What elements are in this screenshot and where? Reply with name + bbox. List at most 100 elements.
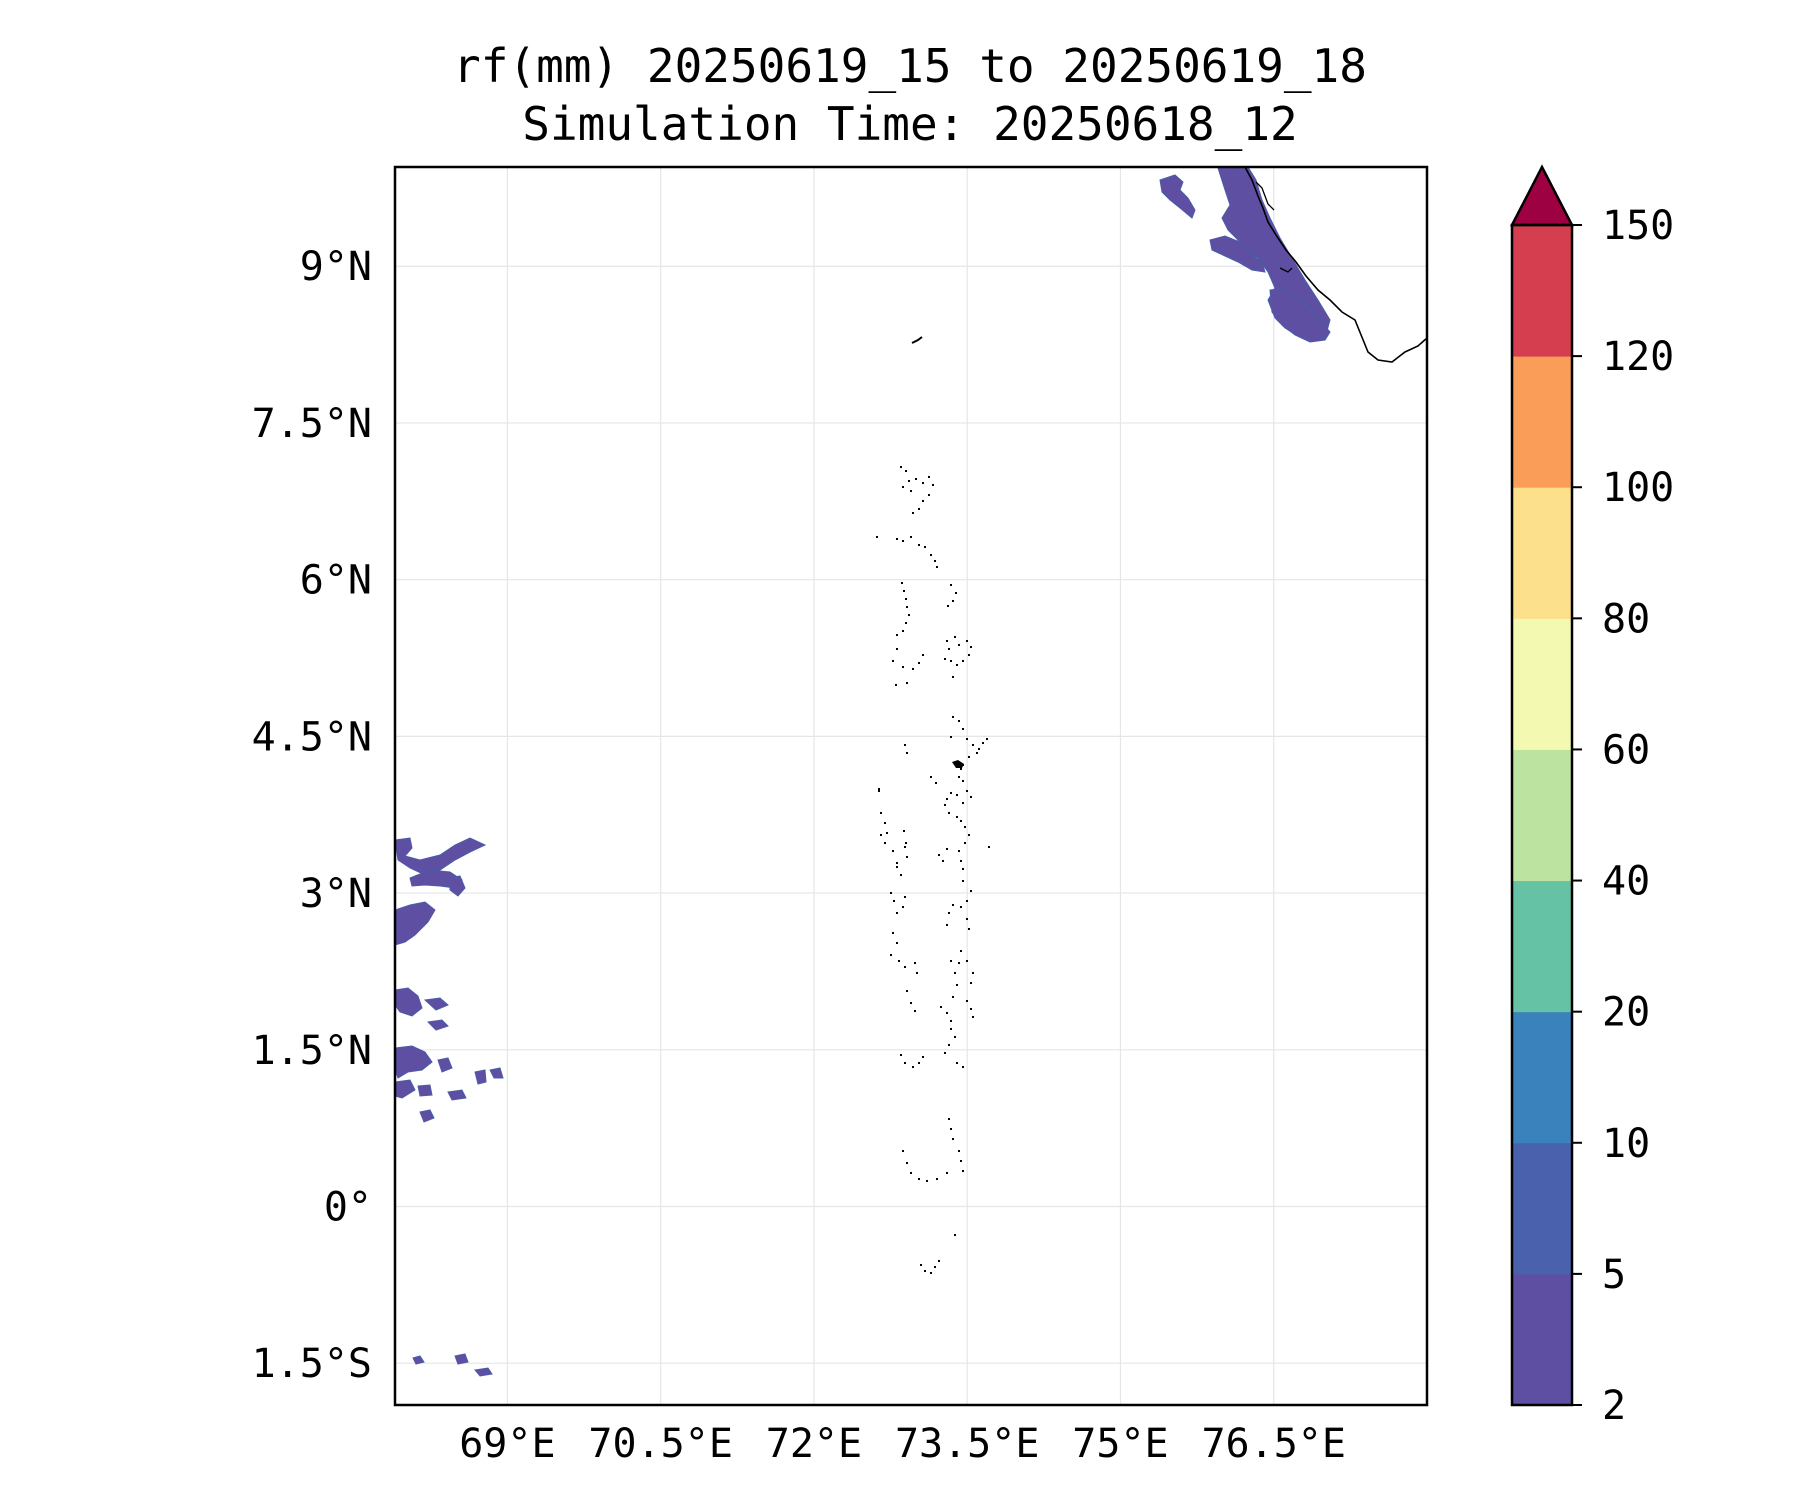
atoll-dot (930, 554, 932, 556)
atoll-dot (976, 752, 978, 754)
atoll-dot (948, 648, 950, 650)
colorbar-segment (1512, 1142, 1572, 1275)
atoll-dot (896, 862, 898, 864)
atoll-dot (946, 640, 948, 642)
atoll-dot (950, 660, 952, 662)
atoll-dot (962, 728, 964, 730)
x-tick-label: 70.5°E (588, 1421, 733, 1467)
atoll-dot (934, 560, 936, 562)
atoll-dot (958, 720, 960, 722)
coastline-detail-1 (1255, 181, 1275, 211)
atoll-dot (910, 1172, 912, 1174)
map-area (393, 165, 1429, 1407)
atoll-dot (905, 622, 907, 624)
atoll-dot (947, 605, 949, 607)
atoll-dot (960, 906, 962, 908)
atoll-dot (912, 1066, 914, 1068)
y-axis-ticks: 9°N 7.5°N 6°N 4.5°N 3°N 1.5°N 0° 1.5°S (252, 244, 372, 1387)
x-tick-label: 72°E (766, 1421, 862, 1467)
atoll-dot (906, 606, 908, 608)
atoll-dot (986, 738, 988, 740)
atoll-dot (972, 744, 974, 746)
coastlines (911, 167, 1427, 363)
atoll-dot (930, 1272, 932, 1274)
rain-patch-west-0-8N (419, 1109, 435, 1123)
rain-patch-west-3-0N-small (449, 875, 466, 897)
atoll-dot (902, 1150, 904, 1152)
atoll-dot (904, 744, 906, 746)
atoll-dot (968, 756, 970, 758)
atoll-dot (950, 584, 952, 586)
gridlines (395, 167, 1427, 1405)
atoll-dot (966, 960, 968, 962)
atoll-dot (968, 834, 970, 836)
y-tick-label: 1.5°S (252, 1341, 372, 1387)
atoll-dot (972, 1016, 974, 1018)
atoll-dot (910, 490, 912, 492)
atoll-dot (966, 900, 968, 902)
atoll-dot (904, 1062, 906, 1064)
rain-patch-south-1-6S (474, 1367, 493, 1377)
atoll-dot (948, 812, 950, 814)
atoll-dot (946, 1012, 948, 1014)
atoll-dot (936, 1178, 938, 1180)
atoll-dot (900, 1054, 902, 1056)
colorbar-tick-label: 150 (1602, 203, 1674, 249)
atoll-dot (950, 792, 952, 794)
colorbar-tick-label: 20 (1602, 990, 1650, 1036)
atoll-dot (962, 868, 964, 870)
atoll-dot (908, 614, 910, 616)
atoll-dot (884, 822, 886, 824)
rainfall-fields (395, 167, 1331, 1377)
atoll-dot (946, 848, 948, 850)
atoll-dot (958, 962, 960, 964)
atoll-dot (922, 500, 924, 502)
atoll-dot (950, 1020, 952, 1022)
atoll-dot (966, 790, 968, 792)
atoll-dot (952, 716, 954, 718)
atoll-dot (950, 960, 952, 962)
colorbar-segment (1512, 618, 1572, 750)
atoll-dot (896, 648, 898, 650)
atoll-dot (944, 804, 946, 806)
atoll-dot (916, 972, 918, 974)
rain-patch-west-3-5N (395, 837, 487, 876)
atoll-dot (956, 1062, 958, 1064)
rain-patch-west-1-9N-b (423, 997, 449, 1011)
atoll-dot (950, 1028, 952, 1030)
rain-patch-south-1-5S (412, 1355, 425, 1365)
atoll-dot (884, 842, 886, 844)
atoll-dot (910, 1002, 912, 1004)
x-tick-label: 76.5°E (1201, 1421, 1346, 1467)
atoll-dot (908, 480, 910, 482)
atoll-dot (966, 640, 968, 642)
atoll-dot (962, 1066, 964, 1068)
atoll-dot (892, 660, 894, 662)
rain-patch-west-2-9N (395, 901, 436, 946)
atoll-dot (948, 912, 950, 914)
atoll-dot (964, 842, 966, 844)
coastline-detail-2 (1279, 267, 1293, 273)
atoll-dot (920, 1264, 922, 1266)
atoll-dot (946, 1172, 948, 1174)
atoll-dot (902, 906, 904, 908)
atoll-dot (960, 1160, 962, 1162)
atoll-dot (906, 752, 908, 754)
atoll-dot (918, 1178, 920, 1180)
atoll-dot (886, 832, 888, 834)
colorbar-segment (1512, 749, 1572, 882)
title-line-2: Simulation Time: 20250618_12 (522, 97, 1297, 151)
rain-patch-west-1-2N-d (489, 1067, 504, 1079)
atoll-dot (938, 1260, 940, 1262)
y-tick-label: 4.5°N (252, 714, 372, 760)
atoll-dot (918, 662, 920, 664)
x-axis-ticks: 69°E 70.5°E 72°E 73.5°E 75°E 76.5°E (459, 1421, 1346, 1467)
atoll-dot (960, 950, 962, 952)
rain-patch-kerala-south (1269, 287, 1331, 343)
atoll-dot (918, 544, 920, 546)
atoll-dot (904, 896, 906, 898)
atoll-dot (954, 1234, 956, 1236)
y-tick-label: 7.5°N (252, 401, 372, 447)
rain-patch-west-1-1N (417, 1084, 433, 1097)
